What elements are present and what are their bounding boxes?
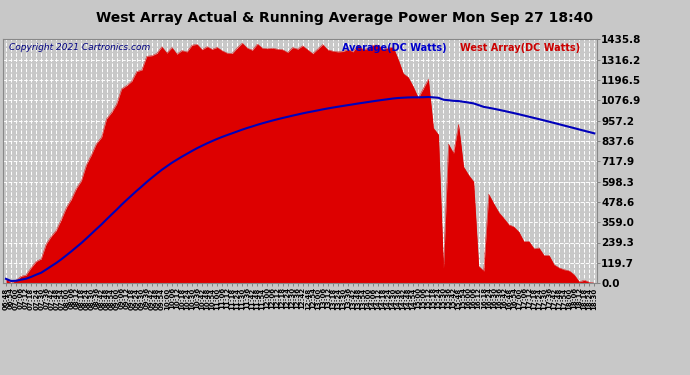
Text: Copyright 2021 Cartronics.com: Copyright 2021 Cartronics.com xyxy=(10,43,150,52)
Text: Average(DC Watts): Average(DC Watts) xyxy=(342,43,446,53)
Text: West Array(DC Watts): West Array(DC Watts) xyxy=(460,43,580,53)
Text: West Array Actual & Running Average Power Mon Sep 27 18:40: West Array Actual & Running Average Powe… xyxy=(97,11,593,25)
